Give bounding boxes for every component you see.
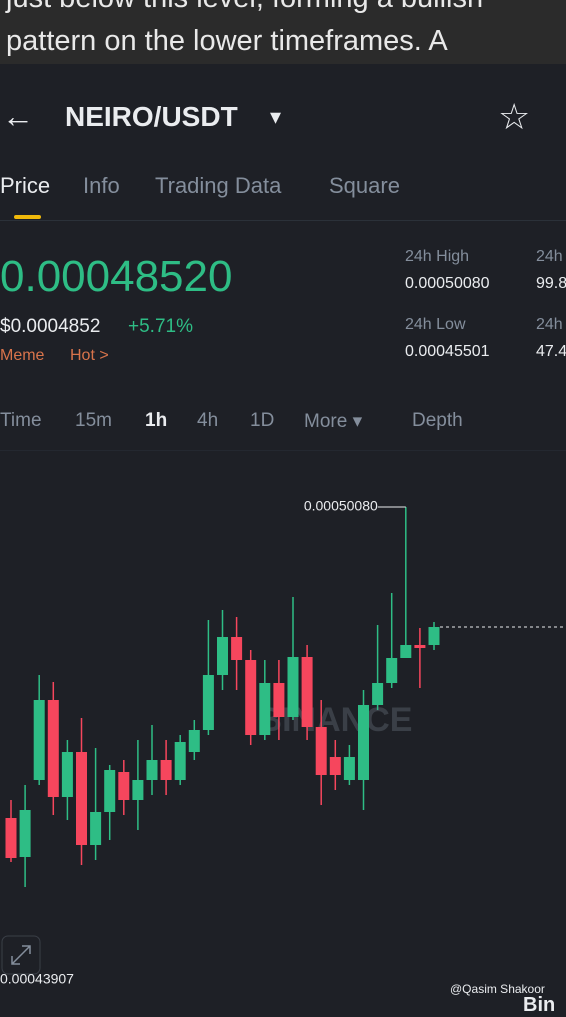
candle-body [372,683,384,705]
interval[interactable]: 1h [145,410,168,431]
candle-body [118,772,130,800]
symbol-dropdown[interactable]: ▾ [270,104,282,129]
candle-body [315,727,327,775]
candle-body [132,780,144,800]
candle-body [273,683,285,717]
interval[interactable]: 4h [197,410,219,431]
tag[interactable]: Meme [0,347,45,364]
interval[interactable]: 1D [250,410,275,431]
candle-body [217,637,228,675]
stat-value: 47.4 [536,343,566,360]
stat-label: 24h High [405,248,470,265]
candle-body [259,683,271,735]
candle-body [146,760,158,780]
candle-body [245,660,257,735]
tag[interactable]: Hot > [70,347,109,364]
candle-body [202,675,214,730]
caption-line: pattern on the lower timeframes. A [6,25,448,57]
stat-label: 24h [536,316,563,333]
last-price: 0.00048520 [0,252,233,301]
candle-body [33,700,45,780]
interval[interactable]: Depth [412,410,463,431]
candle-body [19,810,31,857]
max-label: 0.00050080 [304,498,378,514]
stat-label: 24h Low [405,316,466,333]
stat-value: 99.8 [536,275,566,292]
candle-body [76,752,87,845]
candle-body [174,742,186,780]
candle-body [343,757,355,780]
interval[interactable]: Time [0,410,42,431]
candle-body [386,658,398,683]
interval[interactable]: 15m [75,410,112,431]
candle-body [400,645,412,658]
candle-body [5,818,17,858]
tab[interactable]: Info [83,173,120,198]
caption: just below this level, forming a bullish… [0,0,566,64]
min-label: 0.00043907 [0,971,74,987]
candle-body [104,770,116,812]
candle-body [358,705,369,780]
price-change: +5.71% [128,316,193,337]
symbol[interactable]: NEIRO/USDT [65,101,238,132]
favorite-star[interactable]: ☆ [498,96,531,137]
expand-button[interactable] [1,935,41,975]
candle-body [188,730,200,752]
tab-indicator [14,215,41,219]
usd-price: $0.0004852 [0,316,101,337]
candle-body [61,752,73,797]
caption-line: just below this level, forming a bullish [6,0,483,15]
candle-body [301,657,313,727]
divider [0,220,566,221]
stat-value: 0.00050080 [405,275,490,292]
stat-label: 24h [536,248,563,265]
candle-body [231,637,243,660]
candle-body [428,627,440,645]
tab[interactable]: Square [329,173,400,198]
candle-body [90,812,102,845]
tab[interactable]: Trading Data [155,173,282,198]
candle-body [287,657,299,717]
candle-body [47,700,59,797]
candle-body [329,757,341,775]
back-button[interactable]: ← [2,98,34,134]
candle-body [160,760,172,780]
expand-icon [11,945,31,965]
credit: @Qasim Shakoor [450,982,545,996]
candle-body [414,645,426,648]
tab[interactable]: Price [0,173,51,198]
stat-value: 0.00045501 [405,343,490,360]
interval[interactable]: More ▾ [304,411,363,432]
